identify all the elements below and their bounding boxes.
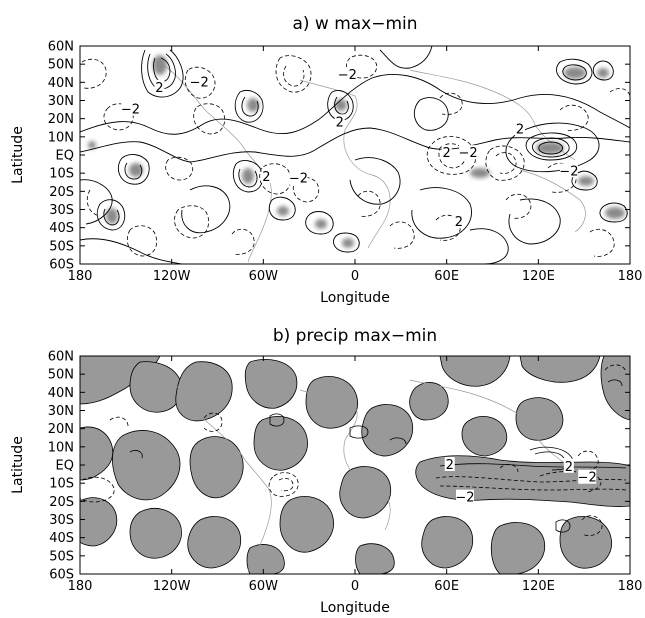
contour-label-bg bbox=[190, 74, 209, 89]
x-tick-label: 0 bbox=[351, 579, 359, 594]
x-tick-label: 120E bbox=[522, 579, 555, 594]
contour-label: −2 bbox=[289, 172, 308, 187]
y-tick-label: 40S bbox=[49, 531, 74, 546]
contour-label: −2 bbox=[455, 491, 474, 506]
panel-b: b) precip max−min bbox=[10, 326, 642, 616]
y-tick-label: 20S bbox=[49, 495, 74, 510]
panel-b-title: b) precip max−min bbox=[273, 326, 437, 346]
panel-a-title: a) w max−min bbox=[292, 14, 417, 34]
y-tick-label: 20S bbox=[49, 185, 74, 200]
panel-a-contour-labels: 2 −2 −2 −2 2 2 −2 2 −2 2 −2 2 bbox=[121, 67, 578, 230]
x-tick-label: 120W bbox=[153, 269, 191, 284]
x-tick-label: 60E bbox=[434, 579, 459, 594]
y-tick-label: 60N bbox=[48, 40, 74, 55]
x-tick-label: 60E bbox=[434, 269, 459, 284]
panel-a-shading bbox=[88, 55, 625, 248]
contour-label-bg bbox=[453, 214, 464, 229]
contour-label: 2 bbox=[516, 123, 524, 138]
contour-label-bg bbox=[563, 458, 574, 473]
contour-label: 2 bbox=[565, 460, 573, 475]
x-tick-label: 120E bbox=[522, 269, 555, 284]
x-tick-label: 180 bbox=[618, 579, 643, 594]
panel-b-shading bbox=[80, 356, 630, 574]
panel-a-ticks: 180 120W 60W 0 60E 120E 180 60N 50N 40N 30N 20N 10N E… bbox=[48, 40, 643, 285]
y-tick-label: 50N bbox=[48, 368, 74, 383]
x-tick-label: 180 bbox=[68, 269, 93, 284]
contour-label: −2 bbox=[338, 68, 357, 83]
contour-label-bg bbox=[459, 145, 478, 160]
contour-label: −2 bbox=[559, 164, 578, 179]
y-tick-label: 10N bbox=[48, 440, 74, 455]
contour-label: 2 bbox=[336, 115, 344, 130]
x-tick-label: 60W bbox=[249, 579, 279, 594]
contour-label-bg bbox=[441, 145, 452, 160]
x-tick-label: 60W bbox=[249, 269, 279, 284]
contour-label-bg bbox=[334, 114, 345, 129]
panel-a: a) w max−min bbox=[10, 14, 642, 306]
x-tick-label: 0 bbox=[351, 269, 359, 284]
y-tick-label: 50S bbox=[49, 239, 74, 254]
x-tick-label: 180 bbox=[618, 269, 643, 284]
panel-a-solid-contours bbox=[80, 46, 630, 264]
contour-label-bg bbox=[121, 101, 140, 116]
contour-label-bg bbox=[289, 170, 308, 185]
contour-label: 2 bbox=[262, 170, 270, 185]
contour-label: −2 bbox=[121, 103, 140, 118]
contour-label-bg bbox=[456, 489, 474, 504]
y-tick-label: 60S bbox=[49, 258, 74, 273]
contour-label: 2 bbox=[443, 146, 451, 161]
y-tick-label: EQ bbox=[56, 459, 74, 474]
panel-a-field: 2 −2 −2 −2 2 2 −2 2 −2 2 −2 2 bbox=[80, 46, 630, 264]
contour-label: 2 bbox=[455, 215, 463, 230]
y-tick-label: 40N bbox=[48, 76, 74, 91]
panel-b-contour-labels: 2 −2 2 −2 bbox=[444, 457, 597, 506]
panel-b-solid-contours bbox=[129, 379, 627, 533]
contour-label: −2 bbox=[458, 146, 477, 161]
y-tick-label: 40S bbox=[49, 221, 74, 236]
contour-label-bg bbox=[559, 163, 578, 178]
panel-a-xlabel: Longitude bbox=[320, 290, 390, 306]
y-tick-label: 10N bbox=[48, 130, 74, 145]
y-tick-label: 60N bbox=[48, 350, 74, 365]
contour-label: 2 bbox=[446, 458, 454, 473]
y-tick-label: 10S bbox=[49, 167, 74, 182]
y-tick-label: 50S bbox=[49, 549, 74, 564]
contour-label-bg bbox=[338, 67, 357, 82]
x-tick-label: 180 bbox=[68, 579, 93, 594]
x-tick-label: 120W bbox=[153, 579, 191, 594]
panel-b-coastlines bbox=[157, 371, 576, 573]
contour-label-bg bbox=[578, 469, 597, 484]
y-tick-label: 20N bbox=[48, 422, 74, 437]
contour-label: −2 bbox=[190, 75, 209, 90]
panel-b-ylabel: Latitude bbox=[10, 436, 26, 494]
panel-a-ylabel: Latitude bbox=[10, 126, 26, 184]
contour-label-bg bbox=[444, 457, 455, 471]
contour-label: −2 bbox=[578, 471, 597, 486]
contour-label: 2 bbox=[155, 81, 163, 96]
y-tick-label: EQ bbox=[56, 149, 74, 164]
y-tick-label: 40N bbox=[48, 386, 74, 401]
y-tick-label: 30S bbox=[49, 203, 74, 218]
contour-label-bg bbox=[515, 121, 525, 136]
contour-label-bg bbox=[154, 79, 165, 94]
y-tick-label: 10S bbox=[49, 477, 74, 492]
panel-b-field: 2 −2 2 −2 bbox=[80, 356, 630, 574]
y-tick-label: 30S bbox=[49, 513, 74, 528]
panel-a-dashed-contours bbox=[81, 54, 630, 257]
y-tick-label: 30N bbox=[48, 404, 74, 419]
panel-b-ticks: 180 120W 60W 0 60E 120E 180 60N 50N 40N 30N 20N 10N E… bbox=[48, 350, 643, 595]
y-tick-label: 30N bbox=[48, 94, 74, 109]
contour-label-bg bbox=[261, 168, 272, 183]
y-tick-label: 50N bbox=[48, 58, 74, 73]
y-tick-label: 20N bbox=[48, 112, 74, 127]
panel-b-xlabel: Longitude bbox=[320, 600, 390, 616]
y-tick-label: 60S bbox=[49, 568, 74, 583]
